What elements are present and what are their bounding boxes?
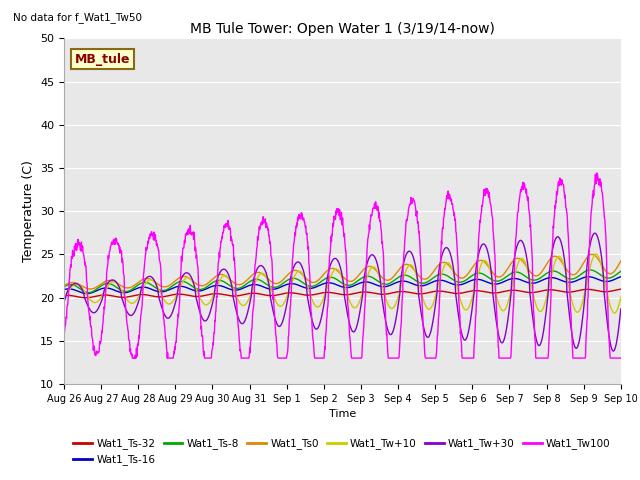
Text: MB_tule: MB_tule (75, 53, 131, 66)
Title: MB Tule Tower: Open Water 1 (3/19/14-now): MB Tule Tower: Open Water 1 (3/19/14-now… (190, 22, 495, 36)
X-axis label: Time: Time (329, 409, 356, 419)
Legend: Wat1_Ts-32, Wat1_Ts-16, Wat1_Ts-8, Wat1_Ts0, Wat1_Tw+10, Wat1_Tw+30, Wat1_Tw100: Wat1_Ts-32, Wat1_Ts-16, Wat1_Ts-8, Wat1_… (69, 434, 614, 469)
Text: No data for f_Wat1_Tw50: No data for f_Wat1_Tw50 (13, 12, 142, 23)
Y-axis label: Temperature (C): Temperature (C) (22, 160, 35, 262)
